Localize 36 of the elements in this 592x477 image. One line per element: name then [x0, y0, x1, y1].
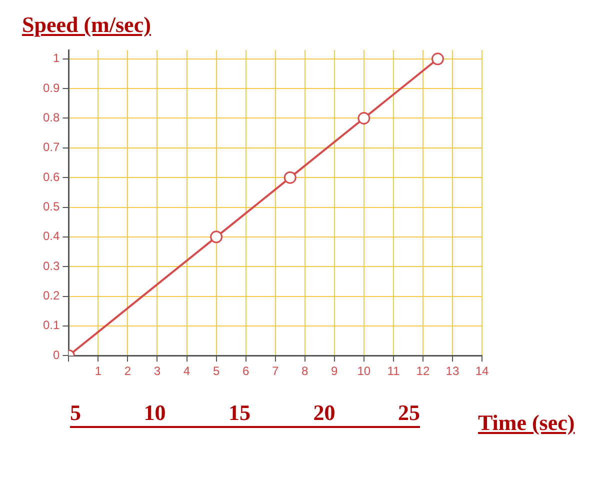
point — [284, 171, 296, 184]
y-tick-label: 0.1 — [42, 318, 60, 332]
x-tick-label: 1 — [94, 364, 102, 378]
x-tick-label: 10 — [357, 364, 371, 378]
y-tick-label: 0.3 — [42, 258, 60, 273]
x-tick-label: 13 — [446, 364, 460, 378]
x-tick-label: 11 — [387, 364, 400, 378]
x-tick-label: 9 — [331, 364, 338, 378]
x-tick-label: 6 — [242, 364, 250, 378]
point — [358, 112, 370, 124]
y-tick-label: 0.7 — [42, 140, 60, 154]
y-axis-title: Speed (m/sec) — [22, 12, 151, 38]
text: 20 — [313, 400, 336, 426]
x-tick-label: 5 — [212, 364, 220, 378]
point — [431, 52, 444, 66]
y-tick-label: 1 — [52, 51, 60, 66]
x-tick-label: 12 — [416, 364, 430, 378]
x-tick-label: 3 — [154, 364, 161, 378]
x-tick-label: 8 — [302, 364, 309, 378]
y-tick-label: 0.8 — [42, 110, 60, 125]
text: 5 — [70, 400, 81, 426]
x-tick-label: 2 — [124, 364, 132, 378]
y-tick-label: 0.5 — [42, 200, 60, 214]
point — [210, 230, 223, 244]
y-tick-label: 0.6 — [42, 170, 60, 184]
text: 15 — [228, 400, 250, 426]
y-tick-label: 0.2 — [42, 288, 60, 303]
x-tick-label: 7 — [272, 364, 279, 378]
text: 25 — [398, 400, 420, 426]
y-tick-label: 0.4 — [42, 229, 60, 244]
y-tick-label: 0 — [52, 348, 60, 362]
x-tick-label: 14 — [475, 364, 489, 378]
text: 10 — [144, 400, 166, 426]
x-tick-label: 4 — [183, 364, 190, 378]
x-axis-title: Time (sec) — [478, 410, 575, 436]
y-tick-label: 0.9 — [42, 80, 60, 95]
